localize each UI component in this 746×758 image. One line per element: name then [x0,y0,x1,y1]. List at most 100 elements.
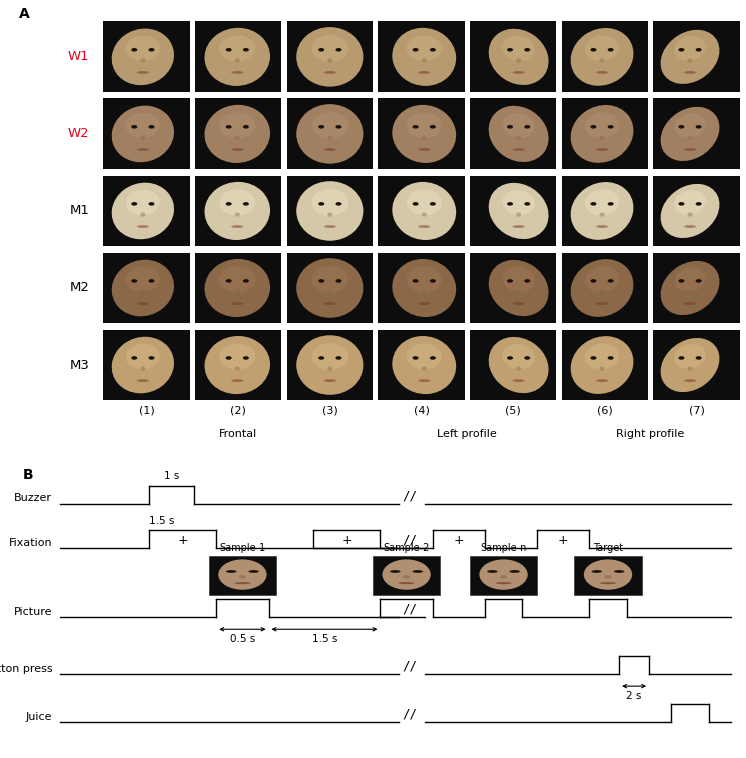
Ellipse shape [327,136,333,139]
Text: //: // [403,603,418,615]
Ellipse shape [392,259,456,317]
Ellipse shape [419,379,430,382]
Ellipse shape [148,202,154,205]
Ellipse shape [674,190,706,215]
Ellipse shape [112,260,174,316]
Ellipse shape [336,48,342,52]
Ellipse shape [596,71,608,74]
Ellipse shape [661,261,719,315]
Ellipse shape [430,125,436,129]
Ellipse shape [204,105,270,163]
Bar [470,330,557,400]
Ellipse shape [516,212,521,217]
Ellipse shape [226,570,236,573]
Bar [470,252,557,324]
Ellipse shape [585,267,619,293]
Ellipse shape [319,202,325,205]
Ellipse shape [296,27,363,86]
Text: Fixation: Fixation [9,538,52,548]
Ellipse shape [336,356,342,360]
Ellipse shape [413,202,419,205]
Ellipse shape [489,29,548,85]
Text: 1 s: 1 s [164,471,179,481]
Ellipse shape [327,212,333,217]
Ellipse shape [336,125,342,129]
Ellipse shape [608,48,614,52]
Ellipse shape [392,28,456,86]
Ellipse shape [140,58,145,63]
Ellipse shape [419,148,430,151]
Ellipse shape [126,344,160,369]
Ellipse shape [112,105,174,162]
Ellipse shape [419,302,430,305]
Ellipse shape [407,190,442,215]
Ellipse shape [327,290,333,293]
Ellipse shape [614,570,624,573]
Text: //: // [403,534,418,547]
Text: Left profile: Left profile [437,429,497,439]
Text: Sample-1: Sample-1 [219,543,266,553]
Ellipse shape [674,268,706,292]
Ellipse shape [219,112,255,139]
Bar [562,252,648,324]
Bar [574,556,642,595]
Text: M1: M1 [69,205,90,218]
Ellipse shape [684,225,696,228]
Ellipse shape [324,148,336,151]
Ellipse shape [413,570,423,573]
Ellipse shape [148,356,154,360]
Bar [378,252,465,324]
Ellipse shape [413,279,419,283]
Text: 2 s: 2 s [627,691,642,700]
Ellipse shape [231,148,243,151]
Ellipse shape [571,259,633,317]
Ellipse shape [502,36,535,61]
Text: Right profile: Right profile [616,429,685,439]
Ellipse shape [516,366,521,371]
Ellipse shape [231,71,243,74]
Ellipse shape [695,279,702,283]
Text: 1.5 s: 1.5 s [149,516,175,526]
Ellipse shape [204,336,270,394]
Text: 1.5 s: 1.5 s [312,634,337,644]
Ellipse shape [489,106,548,162]
Ellipse shape [324,302,336,305]
Ellipse shape [524,356,530,360]
Ellipse shape [239,575,246,578]
Bar [286,21,373,92]
Ellipse shape [590,356,597,360]
Ellipse shape [600,366,604,371]
Ellipse shape [430,202,436,205]
Ellipse shape [600,136,604,139]
Ellipse shape [392,182,456,240]
Ellipse shape [584,559,632,590]
Text: A: A [19,7,29,21]
Ellipse shape [126,190,160,215]
Bar [195,252,281,324]
Ellipse shape [678,356,684,360]
Ellipse shape [674,36,706,61]
Ellipse shape [524,125,530,129]
Ellipse shape [487,570,498,573]
Ellipse shape [674,113,706,138]
Text: Juice: Juice [25,712,52,722]
Ellipse shape [571,182,633,240]
Bar [562,176,648,246]
Ellipse shape [695,125,702,129]
Bar [653,21,739,92]
Bar [195,21,281,92]
Text: W2: W2 [68,127,90,140]
Ellipse shape [661,107,719,161]
Ellipse shape [383,559,430,590]
Ellipse shape [407,343,442,370]
Text: //: // [403,659,418,672]
Bar [373,556,440,595]
Ellipse shape [688,290,692,293]
Ellipse shape [311,112,348,139]
Bar [195,330,281,400]
Text: //: // [403,489,418,502]
Ellipse shape [592,570,602,573]
Ellipse shape [219,559,266,590]
Text: B: B [22,468,33,481]
Ellipse shape [516,58,521,63]
